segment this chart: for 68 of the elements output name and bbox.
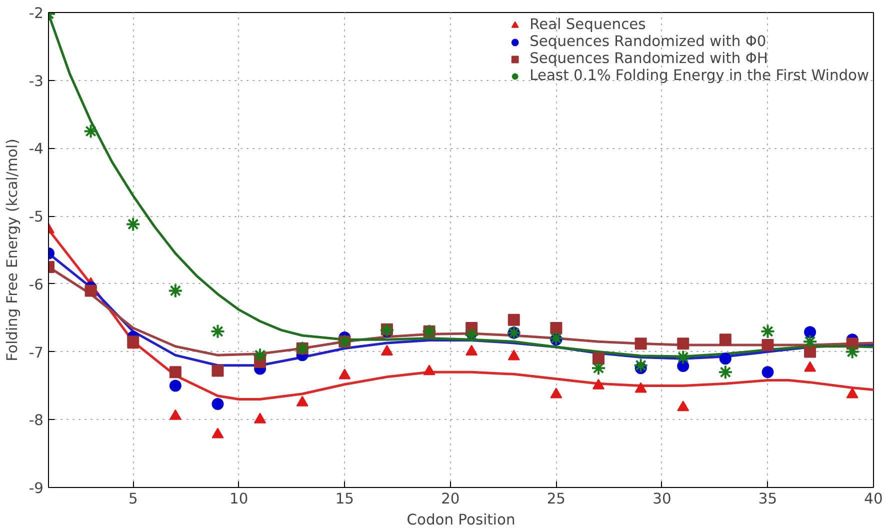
point [338,368,351,380]
x-tick-label: 15 [335,490,354,508]
x-tick-label: 5 [128,490,138,508]
legend-label: Least 0.1% Folding Energy in the First Window [530,67,869,84]
y-tick-label: -4 [28,140,44,158]
point [252,348,268,363]
point [676,350,691,365]
y-axis-title: Folding Free Energy (kcal/mol) [4,138,21,362]
x-tick-label: 10 [230,490,248,508]
point [212,428,224,438]
x-axis-title: Codon Position [406,512,516,528]
point [719,334,732,346]
point [846,388,858,398]
y-tick-label: -8 [28,412,44,430]
y-tick-label: -5 [28,208,44,226]
point [634,338,647,350]
y-tick-label: -6 [28,276,44,294]
point [548,330,564,346]
point [550,322,562,334]
legend-label: Sequences Randomized with Φ0 [530,33,766,50]
point [592,352,604,365]
point [127,336,140,348]
y-tick-label: -9 [28,480,44,497]
point [464,327,480,342]
point [677,360,690,372]
point [212,364,224,377]
legend-label: Real Sequences [530,16,646,33]
point [169,380,182,392]
point [718,364,733,380]
point [508,350,520,360]
point [296,396,308,406]
x-tick-label: 25 [546,490,566,508]
point [592,378,604,390]
point [802,334,818,350]
point [804,346,816,358]
y-tick-label: -7 [28,344,44,362]
x-tick-label: 40 [864,490,883,508]
legend-label: Sequences Randomized with ΦH [530,50,768,67]
point [380,344,393,356]
point [169,366,182,378]
point [762,339,774,351]
x-tick-label: 30 [652,490,672,508]
point [760,324,776,339]
point [168,283,183,298]
point [84,284,97,297]
y-tick-label: -2 [28,5,44,22]
point [804,361,816,372]
point [212,398,224,410]
point [677,338,690,350]
point [633,358,648,373]
point [126,216,141,232]
point [719,352,732,365]
point [169,409,182,420]
point [466,344,478,356]
point [677,400,690,412]
point [254,412,266,424]
x-tick-label: 35 [758,490,778,508]
x-tick-label: 20 [441,490,460,508]
point [508,314,520,326]
point [844,344,860,360]
point [634,382,647,393]
point [423,364,436,376]
point [804,326,816,338]
point [210,324,226,339]
y-tick-label: -3 [28,72,44,90]
point [550,388,562,398]
point [762,366,774,378]
point [591,360,606,376]
